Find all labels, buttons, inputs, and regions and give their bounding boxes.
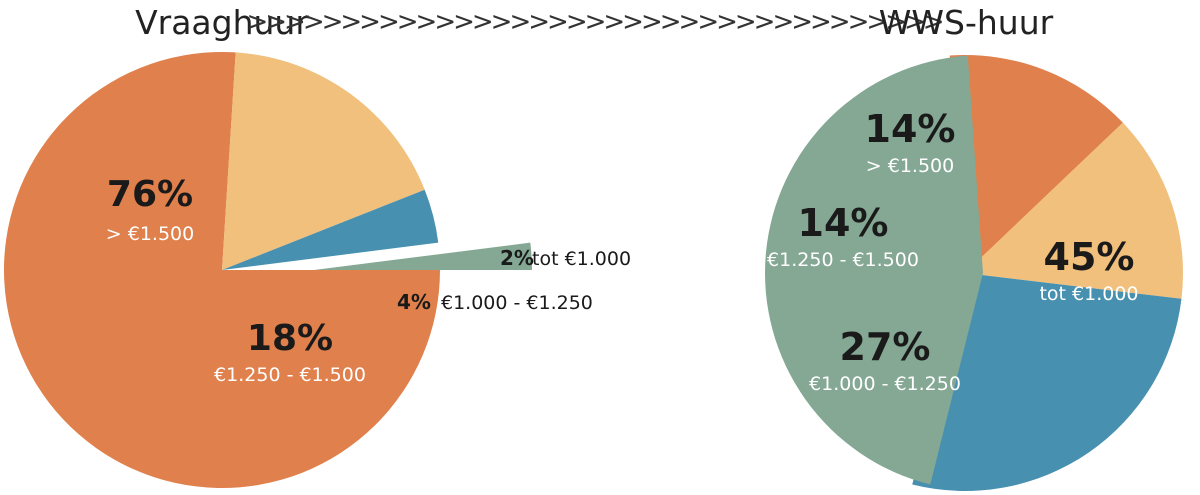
pct-label-wws-huur-tot-1-000: 45% (1044, 235, 1135, 279)
pie-slice-vraaghuur-1-250-1-500 (222, 52, 425, 271)
category-label-wws-huur-1-000-1-250: €1.000 - €1.250 (809, 373, 961, 395)
category-label-vraaghuur-1-250-1-500: €1.250 - €1.500 (214, 364, 366, 386)
pct-label-vraaghuur-1-250-1-500: 18% (247, 318, 333, 359)
pct-label-wws-huur-1-250-1-500: 14% (798, 201, 889, 245)
pie-slice-wws-huur-tot-1-000 (765, 55, 983, 485)
pct-label-wws-huur-1-500: 14% (865, 107, 956, 151)
pie-wws-huur: 14% > €1.500 14% €1.250 - €1.500 27% €1.000 -… (765, 54, 1184, 491)
category-label-wws-huur-1-500: > €1.500 (866, 155, 954, 177)
pie-slice-vraaghuur-1-500 (3, 51, 441, 488)
pct-label-wws-huur-1-000-1-250: 27% (840, 325, 931, 369)
pie-slice-vraaghuur-1-000-1-250 (222, 189, 439, 270)
pie-slice-vraaghuur-tot-1-000 (314, 242, 532, 270)
pie-slice-wws-huur-1-500 (949, 54, 1123, 274)
category-label-wws-huur-1-250-1-500: €1.250 - €1.500 (767, 249, 919, 271)
category-label-vraaghuur-1-500: > €1.500 (106, 223, 194, 245)
category-label-vraaghuur-1-000-1-250: €1.000 - €1.250 (441, 292, 593, 314)
pie-slice-wws-huur-1-000-1-250 (912, 273, 1182, 491)
category-label-vraaghuur-tot-1-000: tot €1.000 (532, 248, 631, 270)
category-label-wws-huur-tot-1-000: tot €1.000 (1039, 283, 1138, 305)
pie-vraaghuur: 76% > €1.500 18% €1.250 - €1.500 4% €1.000 - … (3, 51, 631, 488)
pct-label-vraaghuur-tot-1-000: 2% (500, 246, 534, 270)
chart-title-vraaghuur: Vraaghuur (135, 3, 309, 42)
chart-title-wws-huur: WWS-huur (879, 3, 1054, 42)
pct-label-vraaghuur-1-000-1-250: 4% (397, 290, 431, 314)
pct-label-vraaghuur-1-500: 76% (107, 174, 193, 215)
pie-slice-wws-huur-1-250-1-500 (965, 122, 1184, 299)
arrow-connector: >>>>>>>>>>>>>>>>>>>>>>>>>>>>>>>>>>>>> (246, 7, 942, 37)
